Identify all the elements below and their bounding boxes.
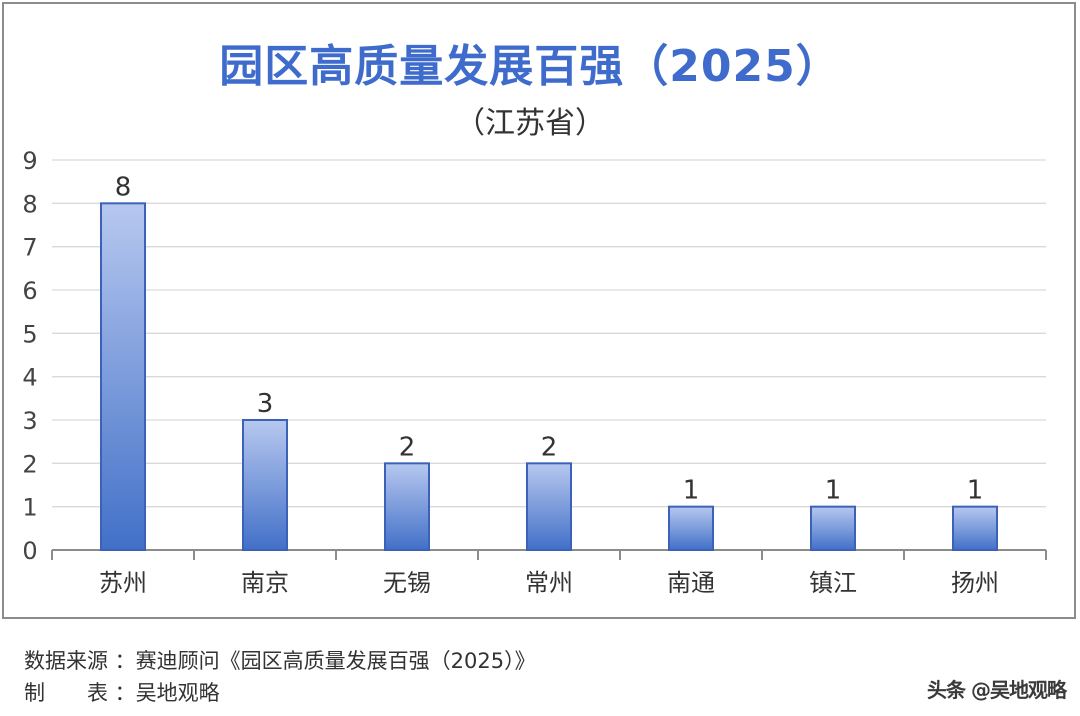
watermark: 头条 @吴地观略 [927, 678, 1067, 702]
data-label: 2 [399, 432, 416, 462]
y-tick-label: 5 [22, 320, 37, 348]
y-tick-label: 8 [22, 190, 37, 218]
y-tick-label: 2 [22, 450, 37, 478]
y-tick-label: 7 [22, 234, 37, 262]
x-tick-label: 南通 [667, 569, 715, 597]
x-tick-label: 无锡 [383, 569, 431, 597]
bar-无锡 [384, 462, 430, 552]
label-layer: 8 苏州 3 南京 2 无锡 2 常州 1 南通 1 镇江 1 扬州 [99, 172, 999, 597]
x-tick-label: 常州 [525, 569, 573, 597]
data-label: 2 [541, 432, 558, 462]
bar-南通 [668, 505, 714, 551]
y-tick-label: 1 [22, 494, 37, 522]
y-tick-label: 6 [22, 277, 37, 305]
x-tick-label: 镇江 [809, 569, 857, 597]
data-label: 3 [257, 389, 274, 419]
y-tick-label: 3 [22, 407, 37, 435]
data-source-note: 数据来源 ：赛迪顾问《园区高质量发展百强（2025）》 [24, 649, 536, 673]
grid-layer [52, 159, 1046, 508]
chart-subtitle: （江苏省） [455, 106, 605, 141]
bar-常州 [526, 462, 572, 552]
y-tick-label: 4 [22, 364, 37, 392]
bar-扬州 [952, 505, 998, 551]
data-label: 1 [683, 476, 700, 506]
bar-layer [100, 202, 998, 552]
y-tick-label: 0 [22, 537, 37, 565]
data-label: 1 [825, 476, 842, 506]
bar-chart: 0 1 2 3 4 5 6 7 8 9 8 苏州 3 南京 2 无锡 2 常州 1 南通 1 镇江 1 扬州 [22, 147, 1047, 597]
chart-title: 园区高质量发展百强（2025） [219, 41, 841, 92]
bar-镇江 [810, 505, 856, 551]
data-label: 1 [967, 476, 984, 506]
bar-南京 [242, 419, 288, 551]
chart-maker-note: 制 表 ：吴地观略 [24, 681, 220, 705]
x-tick-label: 扬州 [951, 569, 999, 597]
y-tick-label: 9 [22, 147, 37, 175]
x-tick-label: 南京 [241, 569, 289, 597]
data-label: 8 [115, 172, 132, 202]
x-tick-label: 苏州 [99, 569, 147, 597]
bar-苏州 [100, 202, 146, 551]
